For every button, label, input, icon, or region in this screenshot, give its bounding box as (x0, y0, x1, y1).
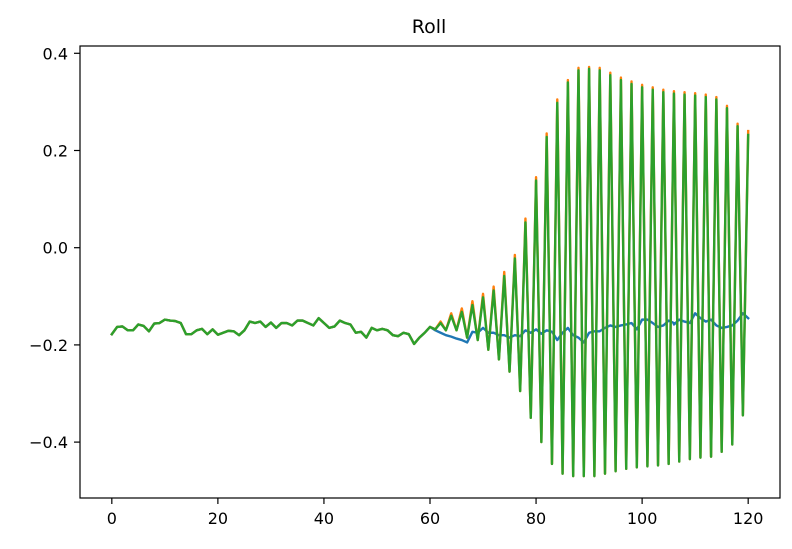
y-tick-label: 0.4 (43, 44, 68, 63)
chart-title: Roll (412, 16, 447, 38)
y-tick-label: −0.4 (29, 433, 68, 452)
x-tick-label: 100 (627, 509, 658, 528)
series-layer (110, 65, 750, 478)
series-line-3 (110, 67, 750, 478)
x-tick-label: 60 (420, 509, 440, 528)
x-tick-label: 120 (733, 509, 764, 528)
x-tick-label: 20 (208, 509, 228, 528)
x-tick-label: 0 (107, 509, 117, 528)
y-tick-label: 0.2 (43, 141, 68, 160)
x-tick-label: 80 (526, 509, 546, 528)
x-tick-label: 40 (314, 509, 334, 528)
y-tick-label: 0.0 (43, 239, 68, 258)
axes-layer: 0 20 40 60 80 100 120 −0.4 −0.2 0.0 0.2 0.4 (29, 44, 781, 528)
y-tick-label: −0.2 (29, 336, 68, 355)
